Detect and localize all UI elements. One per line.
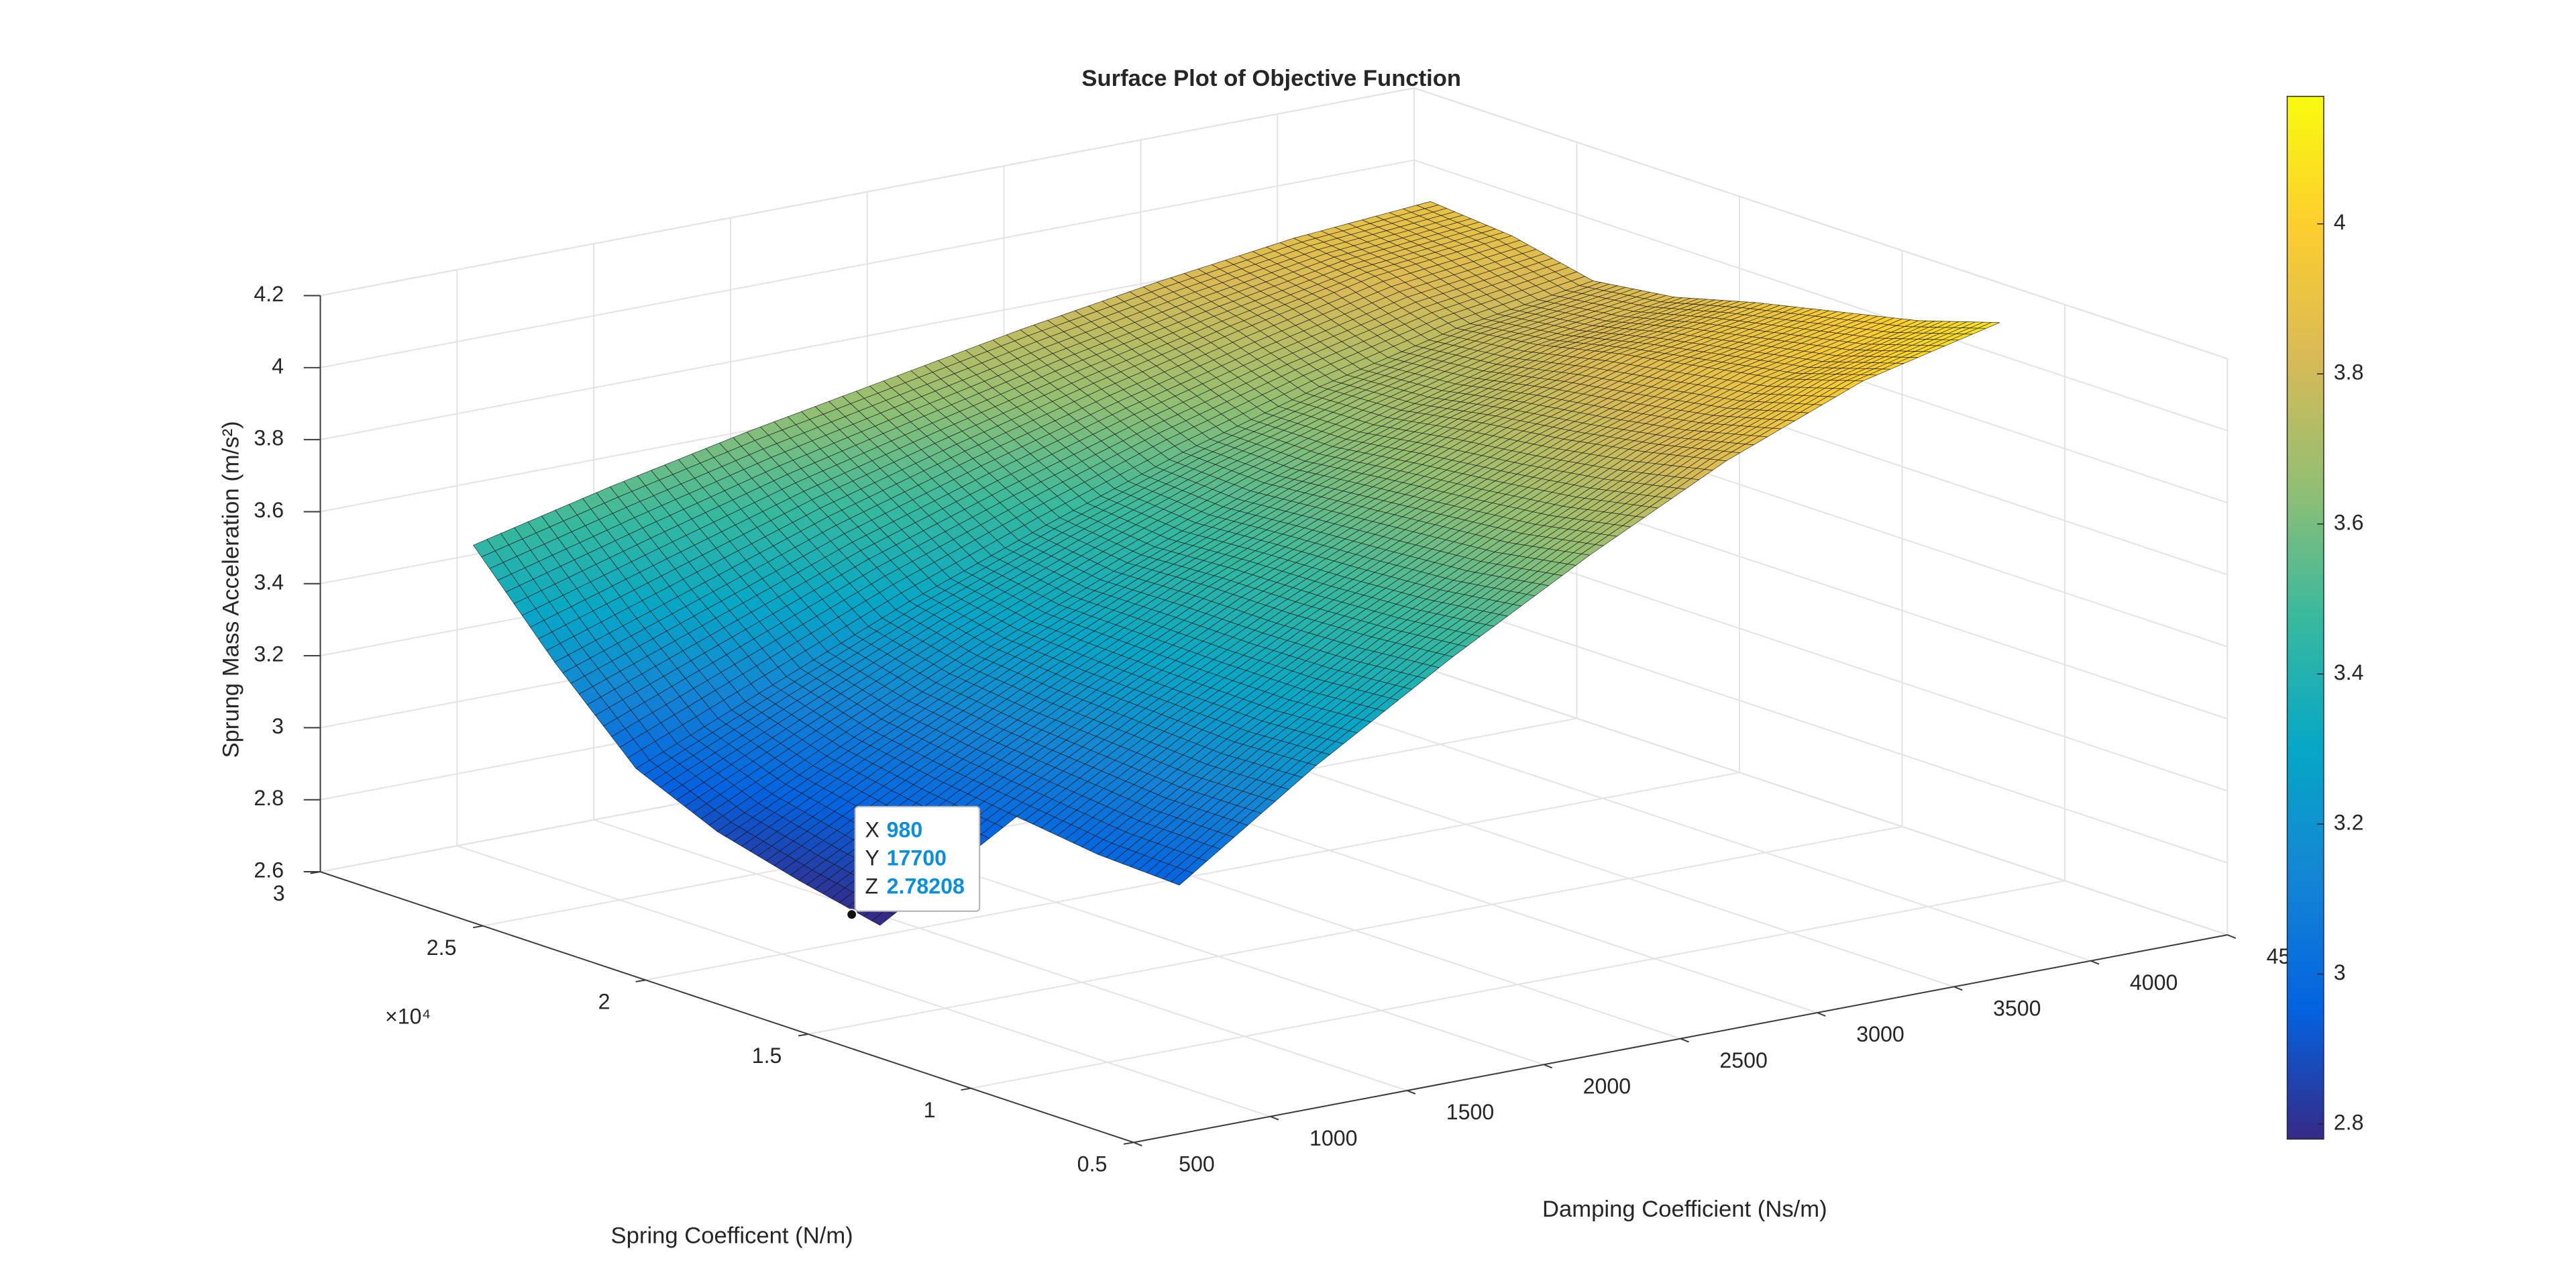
grid-line: [645, 772, 1740, 981]
colorbar-tick-label: 3.2: [2334, 810, 2364, 834]
grid-line: [1277, 689, 2091, 962]
x-tick-label: 1000: [1309, 1126, 1358, 1150]
data-tip-value: 980: [887, 817, 923, 842]
x-tick-label: 2000: [1583, 1074, 1631, 1099]
z-tick-label: 2.8: [254, 786, 284, 810]
x-tick-mark: [1953, 986, 1963, 991]
y-tick-label: 2: [598, 990, 610, 1014]
data-tip-marker: [846, 909, 858, 921]
y-tick-label: 1.5: [752, 1044, 782, 1068]
grid-line: [1413, 663, 2228, 936]
data-tip-key: X: [865, 817, 879, 842]
y-axis-label: Spring Coefficent (N/m): [611, 1223, 853, 1249]
colorbar-tick-label: 3: [2334, 960, 2346, 984]
x-tick-mark: [2227, 934, 2237, 939]
y-tick-label: 1: [924, 1098, 936, 1122]
colorbar-tick-label: 3.8: [2334, 360, 2364, 385]
z-tick-label: 3: [272, 714, 284, 738]
grid-line: [593, 819, 1407, 1091]
y-tick-mark: [961, 1087, 971, 1091]
x-tick-mark: [1407, 1090, 1416, 1095]
x-tick-mark: [1817, 1012, 1826, 1017]
z-tick-label: 3.2: [254, 642, 284, 666]
grid-line: [808, 825, 1902, 1035]
y-tick-label: 3: [273, 881, 285, 905]
z-tick-label: 3.6: [254, 498, 284, 522]
z-tick-label: 3.4: [254, 570, 284, 594]
y-tick-label: 0.5: [1077, 1152, 1108, 1176]
x-tick-label: 3000: [1856, 1022, 1904, 1046]
data-tip-key: Y: [865, 846, 879, 870]
grid-line: [457, 845, 1271, 1117]
y-axis-line: [320, 871, 1134, 1144]
colorbar-tick-label: 3.4: [2334, 660, 2364, 685]
x-tick-mark: [1270, 1115, 1279, 1121]
y-tick-label: 2.5: [427, 935, 457, 960]
y-tick-mark: [798, 1033, 809, 1037]
z-tick-label: 3.8: [254, 426, 284, 450]
surface: [473, 201, 2000, 926]
x-tick-label: 1500: [1446, 1100, 1495, 1124]
y-tick-mark: [635, 979, 646, 982]
z-tick-label: 4.2: [254, 282, 284, 306]
z-tick-label: 2.6: [254, 858, 284, 882]
grid-line: [1413, 591, 2228, 864]
colorbar-tick-label: 2.8: [2334, 1111, 2364, 1135]
x-tick-label: 2500: [1719, 1048, 1768, 1072]
x-tick-mark: [2090, 960, 2100, 965]
x-tick-mark: [1543, 1064, 1553, 1069]
grid-line: [1413, 87, 2228, 360]
y-tick-mark: [1123, 1142, 1134, 1145]
z-axis-label: Sprung Mass Acceleration (m/s²): [219, 421, 244, 758]
z-tick-label: 4: [272, 354, 284, 378]
grid-line: [1413, 159, 2228, 432]
y-axis-multiplier: ×10⁴: [385, 1004, 431, 1028]
colorbar-tick-label: 3.6: [2334, 510, 2364, 534]
x-axis-line: [1133, 934, 2228, 1144]
colorbar-tick-label: 4: [2334, 210, 2346, 234]
data-tip-value: 2.78208: [887, 874, 965, 899]
data-tip: X 980 Y 17700 Z 2.78208: [846, 805, 981, 921]
data-tip-value: 17700: [887, 846, 947, 870]
colorbar: 2.8 3 3.2 3.4 3.6 3.8 4: [2286, 95, 2364, 1140]
colorbar-scale: [2286, 95, 2324, 1140]
x-tick-label: 3500: [1993, 997, 2041, 1021]
x-tick-label: 4000: [2130, 970, 2178, 995]
x-tick-mark: [1133, 1142, 1142, 1147]
chart-title: Surface Plot of Objective Function: [1081, 66, 1461, 91]
x-tick-label: 500: [1179, 1152, 1215, 1176]
x-axis-label: Damping Coefficient (Ns/m): [1542, 1197, 1827, 1222]
x-tick-mark: [1680, 1037, 1689, 1043]
data-tip-key: Z: [865, 874, 878, 899]
grid-line: [971, 880, 2065, 1089]
y-tick-mark: [472, 925, 484, 929]
